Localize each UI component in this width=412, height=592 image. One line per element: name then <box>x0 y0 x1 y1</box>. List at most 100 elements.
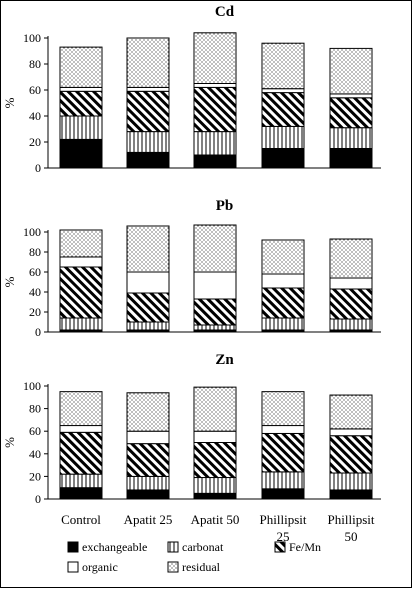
legend-label: organic <box>82 560 118 574</box>
legend-label: exchangeable <box>82 540 147 554</box>
bar-pb-apatit-50-organic <box>193 271 237 300</box>
bar-cd-phillipsit-50-fe-mn <box>329 97 373 129</box>
y-tick-label: 40 <box>29 285 41 299</box>
legend-swatch <box>67 561 79 573</box>
bar-pb-apatit-25-organic <box>126 271 170 294</box>
y-tick-label: 100 <box>23 31 41 45</box>
bar-zn-apatit-25-organic <box>126 430 170 445</box>
panel-cd: Cd% 0 20 40 60 80 100 <box>2 4 381 175</box>
legend-swatch <box>274 541 286 553</box>
bar-cd-control-fe-mn <box>59 90 103 117</box>
x-tick-label: Apatit 25 <box>124 512 173 527</box>
bar-cd-control-carbonat <box>59 115 103 140</box>
panel-title: Cd <box>215 4 235 20</box>
bar-cd-control-exchangeable <box>59 138 103 169</box>
bar-zn-apatit-25-residual <box>126 392 170 432</box>
bar-pb-phillipsit-50-organic <box>329 277 373 290</box>
y-tick-label: 40 <box>29 109 41 123</box>
bar-cd-phillipsit-50-organic <box>329 93 373 99</box>
bar-pb-phillipsit-50-carbonat <box>329 318 373 331</box>
x-tick-label: Control <box>61 512 101 527</box>
bar-pb-apatit-25-carbonat <box>126 321 170 331</box>
bar-cd-phillipsit-50-exchangeable <box>329 148 373 169</box>
bar-cd-phillipsit-50-carbonat <box>329 127 373 149</box>
bar-cd-apatit-25-residual <box>126 37 170 88</box>
panel-pb: Pb% 0 20 40 60 80 100 <box>2 198 381 339</box>
bar-cd-apatit-25-exchangeable <box>126 151 170 169</box>
bar-zn-apatit-50-carbonat <box>193 477 237 494</box>
bar-cd-apatit-50-carbonat <box>193 131 237 156</box>
bar-zn-control-organic <box>59 425 103 433</box>
bar-zn-phillipsit-25-residual <box>261 391 305 427</box>
bar-zn-apatit-25-fe-mn <box>126 443 170 477</box>
bar-zn-apatit-25-exchangeable <box>126 489 170 500</box>
bar-zn-phillipsit-50-exchangeable <box>329 489 373 500</box>
bar-zn-phillipsit-50-residual <box>329 394 373 430</box>
bar-pb-phillipsit-50-fe-mn <box>329 288 373 320</box>
bar-pb-apatit-25-fe-mn <box>126 292 170 323</box>
bar-pb-apatit-50-carbonat <box>193 324 237 331</box>
bar-zn-apatit-50-exchangeable <box>193 492 237 500</box>
bar-pb-control-residual <box>59 229 103 258</box>
bar-cd-apatit-50-residual <box>193 32 237 84</box>
legend-item-organic: organic <box>67 560 118 574</box>
bar-cd-apatit-25-fe-mn <box>126 90 170 133</box>
bar-zn-control-fe-mn <box>59 431 103 475</box>
y-tick-label: 20 <box>29 135 41 149</box>
bar-pb-phillipsit-25-organic <box>261 273 305 289</box>
bar-zn-control-residual <box>59 391 103 427</box>
y-tick-label: 100 <box>23 379 41 393</box>
y-axis-label: % <box>2 276 17 287</box>
bar-pb-control-carbonat <box>59 317 103 331</box>
bar-pb-phillipsit-25-residual <box>261 239 305 275</box>
bar-cd-phillipsit-25-residual <box>261 42 305 90</box>
bar-zn-phillipsit-50-fe-mn <box>329 435 373 474</box>
y-axis-label: % <box>2 97 17 108</box>
bar-pb-apatit-50-fe-mn <box>193 298 237 326</box>
y-tick-label: 60 <box>29 265 41 279</box>
bar-pb-control-fe-mn <box>59 266 103 319</box>
y-tick-label: 80 <box>29 245 41 259</box>
chart-panels: Cd% 0 20 40 60 80 100 Pb% 0 20 40 60 80 100 Zn% 0 20 40 60… <box>2 4 381 506</box>
legend: exchangeable carbonat Fe/Mn organic residual <box>67 540 321 574</box>
bar-cd-phillipsit-50-residual <box>329 47 373 95</box>
legend-item-carbonat: carbonat <box>167 540 224 554</box>
x-tick-label-line2: 50 <box>345 529 358 544</box>
legend-item-exchangeable: exchangeable <box>67 540 147 554</box>
bar-cd-phillipsit-25-exchangeable <box>261 148 305 169</box>
legend-item-fe-mn: Fe/Mn <box>274 540 321 554</box>
legend-item-residual: residual <box>167 560 221 574</box>
panel-zn: Zn% 0 20 40 60 80 100 <box>2 352 381 506</box>
bar-zn-phillipsit-25-organic <box>261 425 305 434</box>
y-tick-label: 60 <box>29 424 41 438</box>
y-axis-label: % <box>2 437 17 448</box>
legend-label: carbonat <box>182 540 224 554</box>
bar-cd-apatit-50-fe-mn <box>193 86 237 133</box>
bar-cd-apatit-50-exchangeable <box>193 154 237 169</box>
y-tick-label: 0 <box>35 161 41 175</box>
bar-zn-phillipsit-50-carbonat <box>329 472 373 491</box>
y-tick-label: 80 <box>29 402 41 416</box>
bar-cd-control-residual <box>59 46 103 88</box>
legend-swatch <box>167 561 179 573</box>
x-axis-category-labels: Control Apatit 25 Apatit 50 Phillipsit 25 Phi… <box>61 512 375 544</box>
x-tick-label: Phillipsit <box>328 512 375 527</box>
bar-cd-phillipsit-25-fe-mn <box>261 92 305 127</box>
bar-zn-phillipsit-25-carbonat <box>261 471 305 490</box>
bar-cd-phillipsit-25-carbonat <box>261 125 305 150</box>
bar-pb-apatit-50-residual <box>193 224 237 273</box>
bar-cd-apatit-25-organic <box>126 86 170 92</box>
x-tick-label-line2: 25 <box>277 529 290 544</box>
bar-pb-apatit-25-residual <box>126 225 170 273</box>
y-tick-label: 40 <box>29 447 41 461</box>
bar-cd-phillipsit-25-organic <box>261 88 305 94</box>
y-tick-label: 80 <box>29 57 41 71</box>
y-tick-label: 0 <box>35 325 41 339</box>
panel-title: Zn <box>215 352 234 368</box>
bar-zn-control-exchangeable <box>59 487 103 500</box>
legend-swatch <box>167 541 179 553</box>
bar-zn-control-carbonat <box>59 473 103 489</box>
bar-zn-apatit-25-carbonat <box>126 475 170 491</box>
